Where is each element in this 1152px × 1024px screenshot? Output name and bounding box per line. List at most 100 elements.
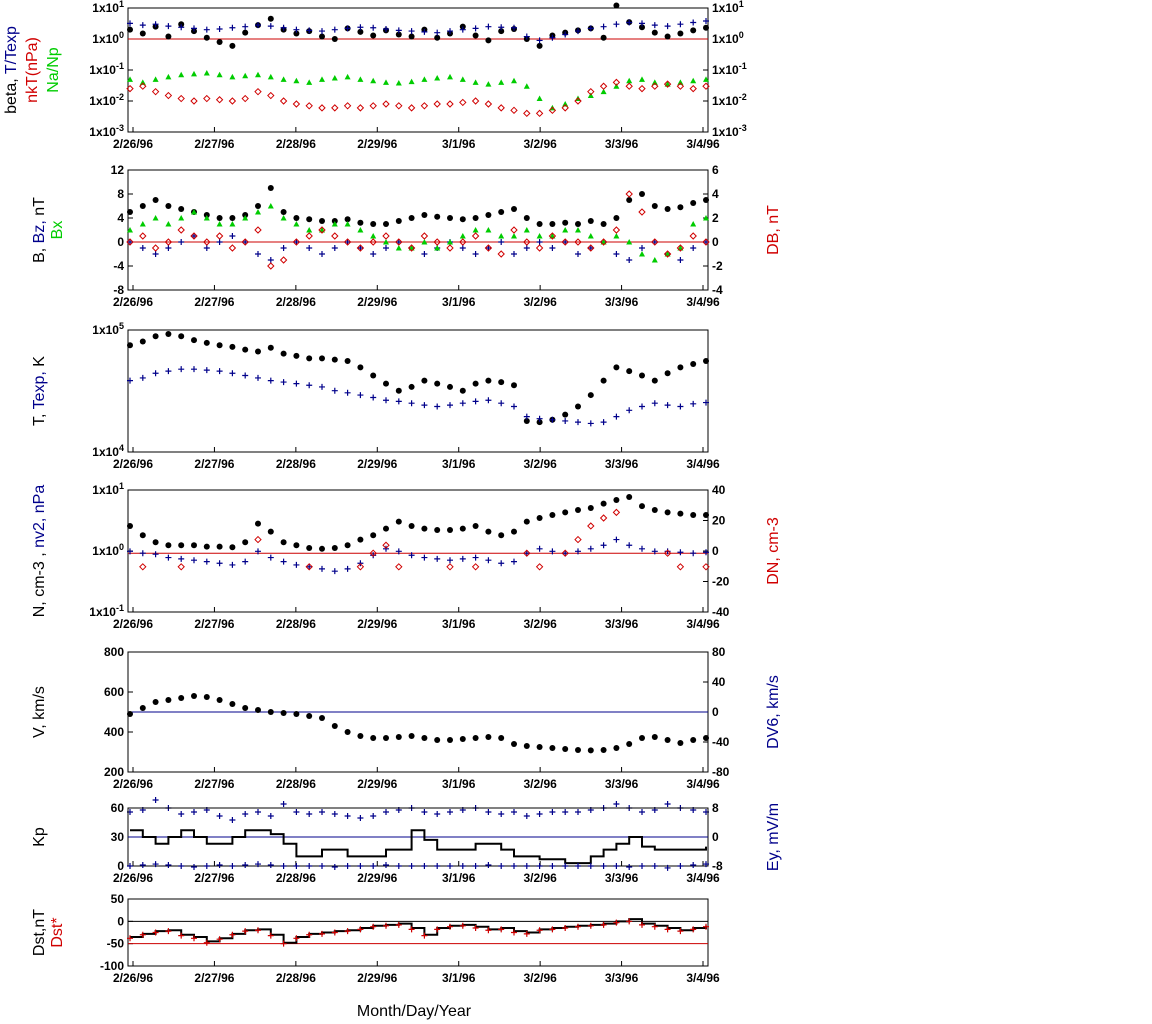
data-point-dot (383, 525, 389, 532)
data-point-diamond (484, 244, 493, 252)
data-point-dot (203, 339, 210, 346)
data-point-plus (677, 403, 684, 410)
data-point-dot (651, 734, 658, 740)
x-tick-label: 3/4/96 (686, 971, 720, 985)
data-point-dot (293, 542, 300, 549)
data-point-diamond (305, 232, 313, 240)
data-point-plus (703, 861, 709, 868)
data-point-diamond (446, 100, 454, 108)
data-point-diamond (484, 100, 493, 108)
data-point-dot (370, 735, 377, 741)
data-point-dot (677, 740, 684, 746)
data-point-triangle (447, 73, 453, 80)
data-point-plus (421, 809, 428, 815)
data-point-dot (562, 509, 569, 516)
y-tick-label-right: 0 (712, 830, 719, 844)
data-point-dot (267, 185, 274, 191)
data-point-plus (677, 257, 684, 263)
data-point-plus (280, 24, 287, 31)
data-point-plus (383, 397, 389, 404)
data-point-plus (165, 245, 172, 251)
data-point-dot (447, 527, 453, 534)
data-point-plus (575, 419, 581, 426)
y-tick-label-right: -20 (712, 575, 730, 589)
data-point-plus (485, 557, 492, 564)
data-point-plus (344, 239, 351, 245)
data-point-triangle (319, 76, 325, 82)
data-point-dot (127, 209, 133, 215)
x-tick-label: 2/29/96 (357, 137, 397, 151)
y-axis-label-left: V, km/s (31, 686, 48, 738)
data-point-triangle (459, 233, 466, 239)
data-point-plus (395, 548, 402, 555)
data-point-plus (191, 557, 197, 564)
data-point-diamond (407, 244, 416, 252)
y-tick-label-right: -40 (712, 735, 730, 749)
data-point-plus (459, 26, 466, 33)
data-point-dot (639, 191, 645, 197)
data-point-plus (434, 811, 441, 817)
data-point-plus (267, 813, 274, 819)
data-point-triangle (498, 233, 505, 239)
y-tick-label-right: -8 (712, 859, 723, 873)
data-point-dot (421, 377, 428, 384)
data-point-plus (549, 416, 556, 423)
data-point-diamond (382, 100, 390, 108)
data-point-plus (587, 420, 594, 427)
data-point-plus (203, 558, 210, 565)
data-point-plus (331, 929, 338, 936)
data-point-dot (600, 221, 607, 227)
data-point-diamond (318, 104, 326, 112)
x-tick-label: 2/28/96 (276, 295, 316, 309)
y-axis-label-left: N, cm-3 , nv2, nPa (31, 485, 48, 618)
data-point-plus (511, 863, 517, 869)
data-point-plus (357, 245, 364, 251)
data-point-triangle (127, 76, 133, 82)
data-point-plus (511, 24, 517, 31)
data-point-triangle (703, 215, 709, 221)
data-point-plus (293, 380, 300, 387)
data-point-dot (677, 204, 684, 211)
plot-frame (127, 169, 709, 291)
data-point-dot (127, 342, 133, 349)
data-point-plus (293, 809, 300, 815)
data-point-dot (152, 197, 159, 203)
data-point-plus (626, 918, 633, 925)
panel-7: -100 -50 0 50 2/26/96 2/27/96 2/28/96 2/29/96 3/… (31, 892, 720, 985)
data-point-plus (319, 383, 325, 390)
data-point-plus (690, 862, 697, 869)
data-point-dot (229, 215, 236, 221)
data-point-triangle (280, 215, 287, 221)
data-point-diamond (177, 563, 185, 571)
data-point-plus (575, 28, 581, 35)
data-point-triangle (165, 73, 172, 80)
data-point-triangle (191, 70, 197, 77)
data-point-plus (498, 24, 505, 31)
data-point-plus (664, 926, 671, 933)
data-point-dot (139, 30, 146, 37)
data-point-dot (229, 343, 236, 350)
data-point-dot (690, 737, 697, 743)
data-point-plus (664, 864, 671, 871)
data-point-dot (472, 735, 479, 741)
data-point-plus (447, 809, 453, 815)
data-point-plus (216, 560, 223, 567)
y-tick-label-left: 12 (111, 163, 125, 177)
data-point-dot (344, 729, 351, 735)
data-point-dot (152, 333, 159, 340)
data-point-plus (255, 548, 261, 555)
data-point-dot (203, 543, 210, 550)
series-line (130, 918, 707, 944)
data-point-plus (127, 935, 133, 942)
data-point-diamond (407, 104, 416, 112)
y-axis-label-left: T, Texp, K (31, 356, 48, 426)
data-point-plus (639, 245, 645, 251)
data-point-dot (178, 695, 185, 701)
x-tick-label: 2/26/96 (113, 777, 153, 791)
data-point-dot (562, 411, 569, 418)
data-point-dot (523, 743, 530, 749)
y-axis-label-right: DB, nT (765, 205, 782, 255)
data-point-triangle (229, 221, 236, 227)
data-point-dot (178, 206, 185, 212)
data-point-dot (191, 337, 197, 344)
